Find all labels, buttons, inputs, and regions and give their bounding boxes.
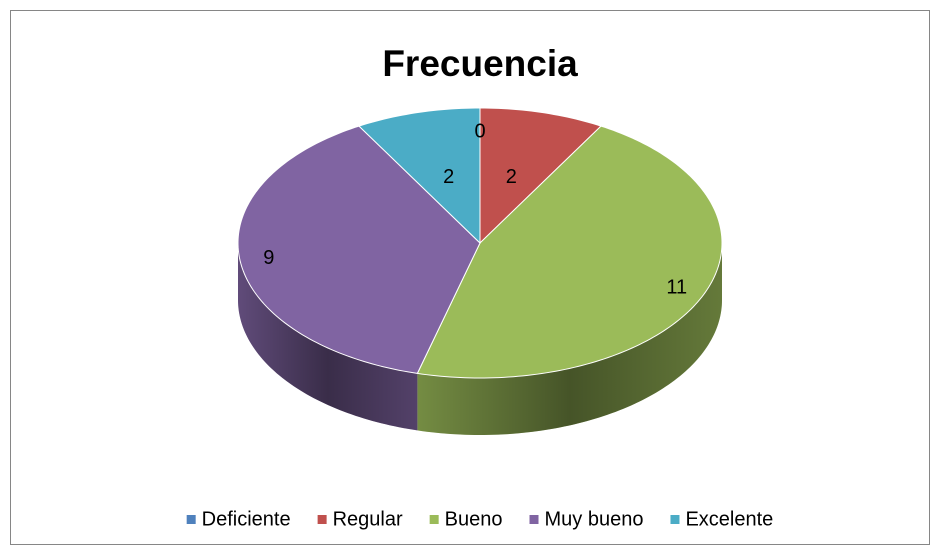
legend-marker (186, 515, 196, 524)
legend-marker (529, 515, 539, 524)
chart-title: Frecuencia (382, 43, 578, 84)
pie-slice (416, 125, 723, 379)
pie-side-shade (417, 243, 722, 435)
legend-marker (429, 515, 439, 524)
pie-slice (358, 107, 481, 245)
legend-label: Bueno (445, 508, 503, 530)
legend-label: Deficiente (202, 508, 291, 530)
data-label: 11 (666, 277, 687, 299)
data-label: 2 (506, 166, 517, 188)
pie-slice (237, 125, 481, 374)
data-label: 9 (263, 247, 274, 269)
pie-slice (479, 107, 602, 245)
pie-side-shade (238, 243, 418, 431)
legend-label: Excelente (685, 508, 773, 530)
legend-label: Regular (333, 508, 403, 530)
data-label: 0 (474, 121, 485, 143)
data-label: 2 (443, 166, 454, 188)
legend-marker (317, 515, 327, 524)
legend-label: Muy bueno (545, 508, 644, 530)
legend-marker (670, 515, 680, 524)
